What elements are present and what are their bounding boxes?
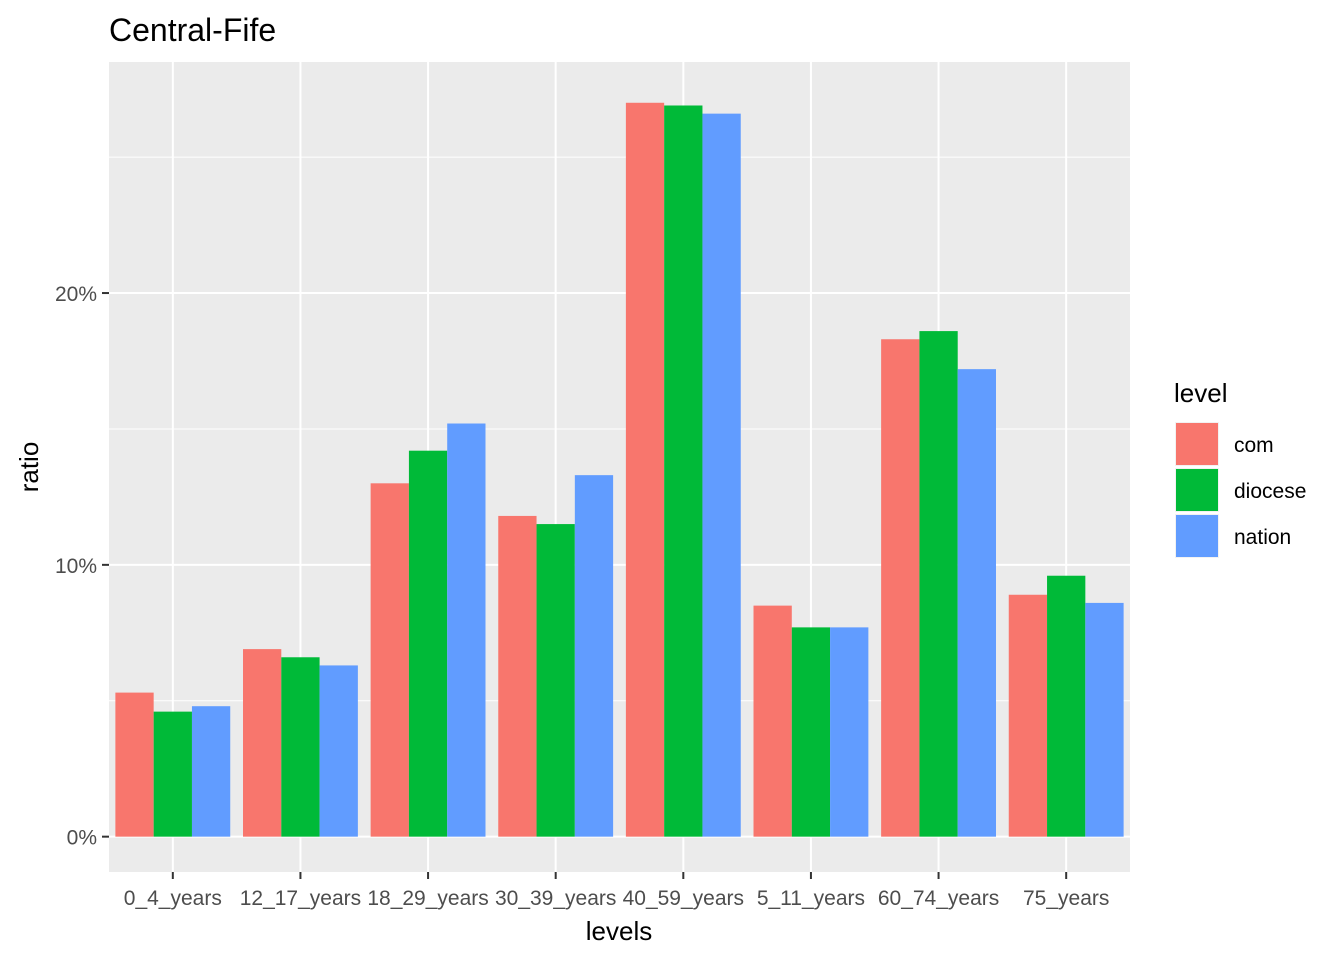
bar [319, 665, 358, 837]
x-tick-label: 60_74_years [878, 887, 999, 910]
legend: level com diocese nation [1174, 378, 1306, 558]
bar [664, 105, 703, 837]
legend-label: diocese [1234, 480, 1306, 503]
bar [536, 524, 575, 837]
legend-swatch [1176, 423, 1218, 465]
bar [1085, 602, 1124, 837]
x-tick-label: 12_17_years [240, 887, 361, 910]
bar [702, 113, 741, 837]
bar [919, 331, 958, 837]
legend-swatch [1176, 469, 1218, 511]
bar [753, 605, 792, 837]
x-axis-title: levels [586, 916, 652, 946]
y-tick-label: 10% [55, 555, 97, 578]
x-tick-label: 0_4_years [124, 887, 222, 910]
bar [370, 483, 409, 837]
bar [281, 657, 320, 837]
legend-label: com [1234, 434, 1274, 457]
bar [791, 627, 831, 837]
x-tick-label: 30_39_years [495, 887, 616, 910]
bar [1047, 575, 1086, 837]
bar [115, 692, 154, 837]
x-axis: 0_4_years 12_17_years 18_29_years 30_39_yea… [124, 872, 1109, 910]
bar [243, 649, 282, 837]
bars [115, 102, 1124, 837]
x-tick-label: 75_years [1023, 887, 1109, 910]
y-tick-label: 0% [67, 827, 97, 850]
y-axis: 0% 10% 20% [55, 283, 109, 850]
bar [447, 423, 486, 837]
bar [957, 369, 996, 837]
bar [881, 339, 920, 837]
legend-title: level [1174, 378, 1227, 408]
bar [574, 475, 614, 837]
y-tick-label: 20% [55, 283, 97, 306]
y-axis-title: ratio [14, 442, 44, 493]
x-tick-label: 5_11_years [757, 887, 865, 910]
legend-swatch [1176, 515, 1218, 557]
bar [830, 627, 869, 837]
x-tick-label: 18_29_years [367, 887, 488, 910]
bar [153, 711, 192, 837]
x-tick-label: 40_59_years [623, 887, 744, 910]
bar [191, 706, 231, 837]
bar [625, 102, 665, 837]
chart-title: Central-Fife [109, 12, 276, 48]
bar [498, 515, 537, 837]
legend-label: nation [1234, 526, 1291, 549]
bar [408, 450, 448, 837]
bar [1008, 594, 1048, 837]
